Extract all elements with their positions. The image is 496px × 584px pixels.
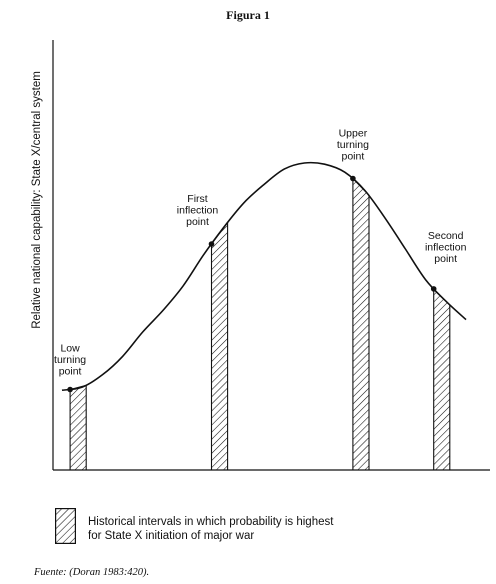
point-label-1: Low turning point — [54, 343, 86, 378]
legend-line-2: for State X initiation of major war — [88, 530, 255, 542]
point-marker-1 — [67, 386, 73, 393]
point-label-4-line-2: inflection — [425, 241, 467, 253]
capability-curve — [61, 161, 467, 391]
point-label-3-line-1: Upper — [339, 128, 368, 140]
point-label-3: Upper turning point — [337, 128, 369, 163]
point-marker-2 — [208, 241, 215, 247]
point-label-3-line-2: turning — [337, 139, 369, 151]
point-label-4-line-1: Second — [428, 230, 464, 242]
war-interval-4 — [433, 287, 451, 471]
war-interval-2 — [210, 220, 229, 471]
point-label-3-line-3: point — [342, 151, 365, 163]
point-label-2-line-1: First — [187, 193, 207, 205]
point-label-1-line-1: Low — [60, 343, 80, 355]
point-label-4-line-3: point — [434, 253, 457, 265]
point-label-2: First inflection point — [177, 193, 219, 228]
legend-swatch — [55, 508, 76, 544]
point-label-1-line-3: point — [59, 366, 82, 378]
war-interval-1 — [69, 384, 87, 471]
y-axis-label: Relative national capability: State X/ce… — [31, 71, 43, 329]
point-marker-3 — [350, 175, 356, 182]
point-label-1-line-2: turning — [54, 354, 86, 366]
war-interval-3 — [352, 177, 370, 471]
point-marker-4 — [430, 286, 437, 292]
source-note: Fuente: (Doran 1983:420). — [34, 567, 150, 578]
point-label-2-line-3: point — [186, 216, 209, 228]
legend-text: Historical intervals in which probabilit… — [88, 515, 333, 543]
legend-line-1: Historical intervals in which probabilit… — [88, 516, 334, 528]
point-label-2-line-2: inflection — [177, 205, 219, 217]
figure-title: Figura 1 — [226, 8, 270, 22]
point-label-4: Second inflection point — [425, 230, 467, 265]
